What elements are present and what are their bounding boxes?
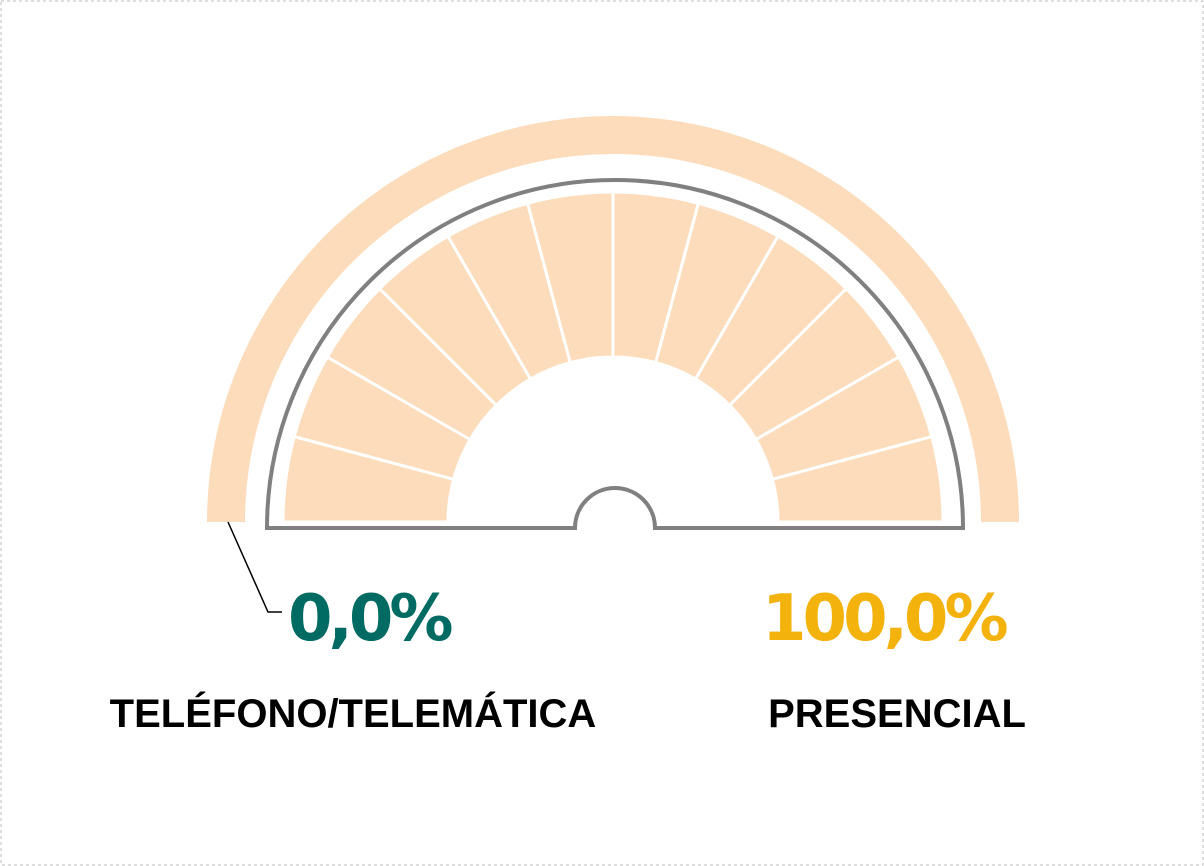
segment — [770, 434, 945, 524]
gauge-outline — [264, 178, 966, 530]
gauge-decoration — [281, 190, 945, 524]
leader-line — [227, 521, 282, 613]
category-label: TELÉFONO/TELEMÁTICA — [110, 691, 597, 736]
value-label: 100,0% — [762, 582, 1007, 656]
value-label: 0,0% — [288, 582, 452, 656]
category-label: PRESENCIAL — [768, 692, 1026, 736]
